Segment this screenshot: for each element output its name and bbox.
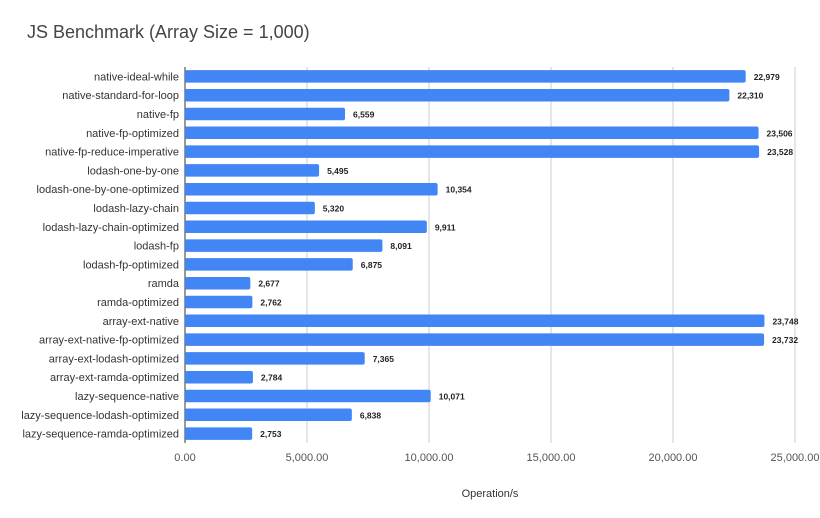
category-label: array-ext-ramda-optimized: [50, 372, 179, 384]
gridlines: [184, 67, 796, 443]
category-label: native-fp-reduce-imperative: [45, 147, 179, 159]
bar: [185, 70, 746, 83]
bar: [185, 314, 765, 328]
category-label: native-fp: [137, 109, 179, 121]
bar: [185, 352, 365, 365]
data-label: 22,310: [737, 91, 763, 101]
data-label: 2,677: [258, 279, 280, 289]
bar: [185, 239, 383, 252]
category-label: array-ext-lodash-optimized: [49, 353, 179, 365]
bar: [185, 258, 353, 271]
bar: [185, 164, 320, 177]
data-label: 6,838: [360, 410, 382, 420]
category-label: lodash-lazy-chain-optimized: [43, 222, 179, 234]
category-label: native-fp-optimized: [86, 128, 179, 140]
bar: [185, 201, 315, 215]
bar: [185, 427, 253, 440]
x-tick-label: 15,000.00: [527, 452, 576, 464]
data-label: 23,528: [767, 147, 793, 157]
data-label: 23,748: [772, 316, 798, 326]
category-label: native-standard-for-loop: [62, 90, 179, 102]
data-label: 9,911: [435, 222, 456, 232]
bar: [185, 370, 253, 384]
chart-title: JS Benchmark (Array Size = 1,000): [27, 22, 310, 42]
data-label: 6,559: [353, 110, 375, 120]
category-label: ramda: [148, 278, 180, 290]
x-tick-label: 25,000.00: [771, 452, 820, 464]
data-label: 23,732: [772, 335, 798, 345]
bar: [185, 88, 730, 102]
bar: [185, 182, 438, 196]
bar: [185, 145, 760, 158]
bar: [185, 295, 253, 309]
category-label: lodash-one-by-one-optimized: [37, 184, 179, 196]
data-label: 2,762: [260, 298, 282, 308]
category-label: lodash-fp: [134, 241, 179, 253]
data-label: 5,495: [327, 166, 349, 176]
category-label: ramda-optimized: [97, 297, 179, 309]
category-label: lodash-fp-optimized: [83, 259, 179, 271]
bar: [185, 408, 352, 422]
category-label: lazy-sequence-lodash-optimized: [21, 410, 179, 422]
data-label: 2,784: [261, 373, 283, 383]
category-label: lodash-lazy-chain: [93, 203, 179, 215]
bars: [185, 70, 765, 440]
category-label: lazy-sequence-native: [75, 391, 179, 403]
data-label: 2,753: [260, 429, 282, 439]
bar: [185, 276, 251, 290]
bar: [185, 220, 427, 234]
labels: 0.00 5,000.00 10,000.00 15,000.00 20,000.00 2…: [21, 71, 819, 464]
bar: [185, 107, 346, 121]
bar: [185, 333, 765, 346]
data-label: 10,354: [446, 185, 472, 195]
x-tick-label: 20,000.00: [649, 452, 698, 464]
data-label: 6,875: [361, 260, 383, 270]
data-label: 23,506: [767, 128, 793, 138]
x-axis-title: Operation/s: [462, 488, 519, 500]
x-tick-label: 10,000.00: [405, 452, 454, 464]
bar: [185, 389, 431, 403]
x-tick-label: 0.00: [174, 452, 195, 464]
x-tick-label: 5,000.00: [286, 452, 329, 464]
bar: [185, 126, 759, 140]
data-label: 10,071: [439, 392, 465, 402]
category-label: array-ext-native-fp-optimized: [39, 335, 179, 347]
category-label: array-ext-native: [103, 316, 179, 328]
category-label: lodash-one-by-one: [87, 165, 179, 177]
data-label: 7,365: [373, 354, 395, 364]
data-label: 8,091: [390, 241, 412, 251]
category-label: native-ideal-while: [94, 71, 179, 83]
data-label: 5,320: [323, 204, 345, 214]
category-label: lazy-sequence-ramda-optimized: [22, 429, 179, 441]
data-label: 22,979: [754, 72, 780, 82]
